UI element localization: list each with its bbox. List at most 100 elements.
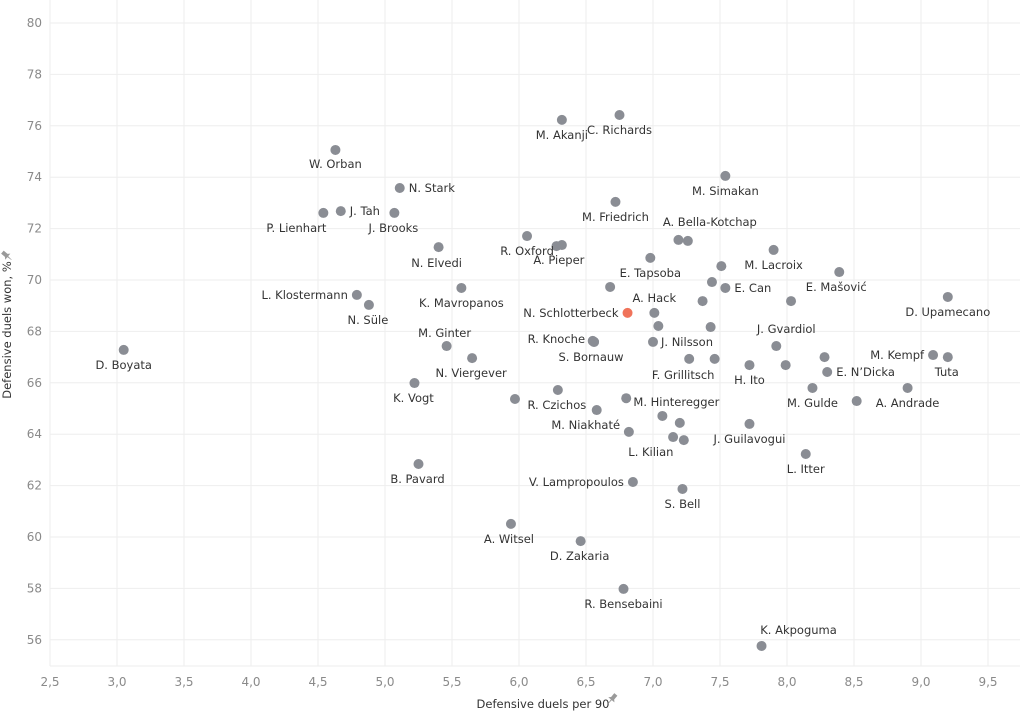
pin-icon[interactable] [0,249,14,263]
data-point[interactable] [744,360,755,371]
y-axis-title: Defensive duels won, % [0,261,14,399]
x-tick-label: 9,5 [978,675,997,689]
y-tick-label: 66 [27,376,42,390]
point-label: H. Ito [734,373,765,387]
y-tick-label: 60 [27,530,42,544]
data-point[interactable] [807,382,818,393]
data-point[interactable] [902,382,913,393]
data-point[interactable] [318,207,329,218]
point-label: N. Viergever [435,366,507,380]
data-point[interactable] [409,378,420,389]
data-point[interactable] [720,282,731,293]
data-point[interactable] [433,242,444,253]
x-tick-label: 7,5 [710,675,729,689]
data-point[interactable] [780,360,791,371]
data-point[interactable] [363,299,374,310]
point-label: R. Knoche [528,332,585,346]
data-point[interactable] [674,417,685,428]
data-point[interactable] [697,296,708,307]
data-point[interactable] [677,483,688,494]
data-point[interactable] [771,341,782,352]
data-point[interactable] [441,341,452,352]
point-label: M. Niakhaté [551,418,620,432]
data-point[interactable] [834,267,845,278]
data-point[interactable] [668,432,679,443]
point-label: E. N’Dicka [836,365,895,379]
data-point[interactable] [648,336,658,347]
point-label: D. Zakaria [550,549,610,563]
data-point[interactable] [610,196,621,207]
data-point[interactable] [768,244,779,255]
data-point[interactable] [786,296,797,307]
data-point[interactable] [706,277,717,288]
data-point[interactable] [705,322,716,333]
point-label: R. Bensebaini [584,597,662,611]
point-label: K. Mavropanos [419,296,504,310]
data-point[interactable] [614,110,625,121]
data-point[interactable] [456,282,467,293]
data-point[interactable] [645,252,656,263]
data-point[interactable] [351,289,362,300]
data-point[interactable] [716,261,727,272]
data-point[interactable] [678,435,689,446]
data-point[interactable] [591,405,602,416]
data-point[interactable] [330,144,341,155]
y-tick-label: 78 [27,67,42,81]
data-point[interactable] [335,206,346,217]
data-point[interactable] [621,393,632,404]
data-point[interactable] [467,353,478,364]
data-point[interactable] [822,367,833,378]
data-point[interactable] [649,307,660,318]
data-point[interactable] [118,344,129,355]
data-point[interactable] [819,352,830,363]
x-tick-label: 8,0 [777,675,796,689]
data-point[interactable] [389,207,400,218]
point-label: A. Andrade [876,396,940,410]
point-label: A. Pieper [533,253,584,267]
point-label: N. Schlotterbeck [523,306,619,320]
data-point[interactable] [744,418,755,429]
y-tick-label: 58 [27,581,42,595]
data-point[interactable] [618,583,629,594]
point-label: N. Süle [348,313,389,327]
axis-ticks: 2,5 3,0 3,5 4,0 4,5 5,0 5,5 6,0 6,5 7,0 7,5 8,0 8,5 9… [27,16,998,689]
data-point[interactable] [653,321,664,332]
point-label: E. Can [734,281,771,295]
point-label: K. Akpoguma [760,623,837,637]
point-label: D. Boyata [95,358,152,372]
data-point[interactable] [657,410,668,421]
point-label: E. Mašović [806,280,867,294]
data-point[interactable] [720,170,731,181]
data-point[interactable] [673,234,684,245]
data-point[interactable] [622,307,633,318]
data-point[interactable] [928,350,939,361]
data-point[interactable] [522,231,533,242]
y-tick-label: 62 [27,479,42,493]
data-point[interactable] [509,393,520,404]
pin-icon[interactable] [605,692,619,706]
data-point[interactable] [394,182,405,193]
data-point[interactable] [709,353,720,364]
data-point[interactable] [575,536,586,547]
data-point[interactable] [942,352,953,363]
data-point[interactable] [623,426,634,437]
data-point[interactable] [684,353,695,364]
data-point[interactable] [556,114,567,125]
data-point[interactable] [800,448,811,459]
data-point[interactable] [605,281,616,292]
data-point[interactable] [505,518,516,529]
data-point[interactable] [552,384,563,395]
data-point[interactable] [756,640,767,651]
data-point[interactable] [851,396,862,407]
point-label: A. Witsel [484,532,534,546]
data-point[interactable] [942,291,953,302]
data-point[interactable] [627,477,638,488]
data-point[interactable] [556,240,567,251]
point-label: F. Grillitsch [652,368,715,382]
data-point[interactable] [682,235,693,246]
point-label: W. Orban [309,157,362,171]
data-point[interactable] [589,336,600,347]
data-points [118,110,953,651]
y-tick-label: 74 [27,170,42,184]
data-point[interactable] [413,459,424,470]
